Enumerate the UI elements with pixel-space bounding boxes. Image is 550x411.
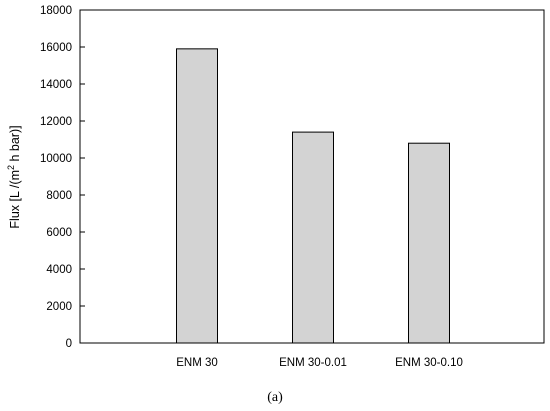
y-tick-label: 8000 <box>46 190 72 202</box>
bar <box>408 142 450 344</box>
y-axis-title-superscript: 2 <box>6 165 16 170</box>
y-tick-label: 14000 <box>40 79 72 91</box>
y-tick-label: 16000 <box>40 42 72 54</box>
y-tick-label: 6000 <box>46 227 72 239</box>
x-tick-label: ENM 30-0.10 <box>395 357 463 369</box>
y-axis-title: Flux [L /(m2 h bar)] <box>6 125 22 228</box>
y-tick-label: 12000 <box>40 116 72 128</box>
bar <box>176 48 218 344</box>
y-tick-label: 10000 <box>40 153 72 165</box>
y-tick-label: 4000 <box>46 264 72 276</box>
x-axis: ENM 30 ENM 30-0.01 ENM 30-0.10 <box>176 357 463 369</box>
bars <box>176 48 450 344</box>
y-tick-label: 18000 <box>40 5 72 17</box>
y-tick-label: 2000 <box>46 301 72 313</box>
y-axis: 0 2000 4000 6000 8000 10000 12000 14000 16000 180… <box>40 5 85 350</box>
bar <box>292 131 334 344</box>
x-tick-label: ENM 30-0.01 <box>279 357 347 369</box>
panel-label: (a) <box>267 390 283 405</box>
y-tick-label: 0 <box>66 338 72 350</box>
x-tick-label: ENM 30 <box>176 357 218 369</box>
y-axis-title-tail: h bar)] <box>8 125 22 165</box>
